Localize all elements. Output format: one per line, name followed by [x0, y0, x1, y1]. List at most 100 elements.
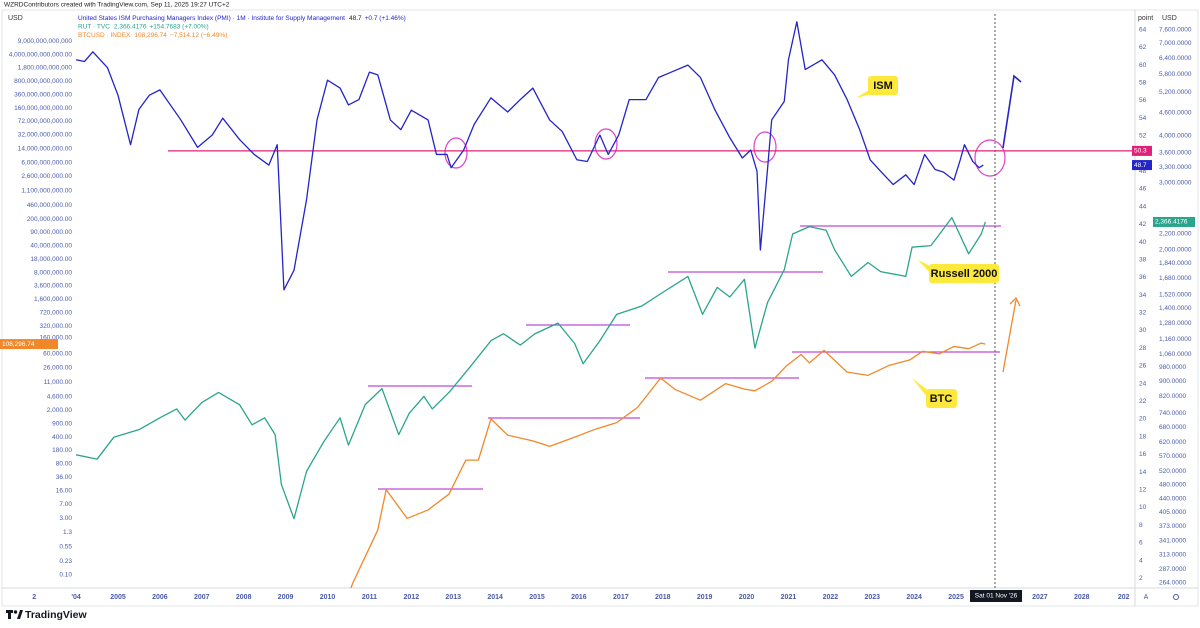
x-tick-label: 2020	[739, 594, 755, 601]
legend-entry: United States ISM Purchasing Managers In…	[78, 15, 406, 22]
y3-tick-label: 3,300.0000	[1159, 164, 1192, 171]
y-tick-label: 0.10	[59, 572, 72, 579]
y2-tick-label: 46	[1139, 186, 1147, 193]
x-tick-label: 2018	[655, 594, 671, 601]
x-tick-label: 2005	[110, 594, 126, 601]
y-tick-label: 200,000,000.00	[27, 216, 73, 223]
x-tick-label: 2007	[194, 594, 210, 601]
y2-tick-label: 44	[1139, 203, 1147, 210]
y-tick-label: 180.00	[52, 447, 72, 454]
brand-name: TradingView	[25, 609, 87, 621]
y3-tick-label: 480.0000	[1159, 481, 1186, 488]
series-line	[350, 342, 986, 588]
y3-tick-label: 620.0000	[1159, 439, 1186, 446]
frame	[1, 9, 1199, 607]
y3-tick-label: 1,400.0000	[1159, 305, 1192, 312]
y-tick-label: 6,000,000,000.00	[21, 159, 72, 166]
y3-tick-label: 4,000.0000	[1159, 132, 1192, 139]
y3-tick-label: 900.0000	[1159, 378, 1186, 385]
y-tick-label: 1,600,000.00	[34, 296, 72, 303]
y2-tick-label: 34	[1139, 292, 1147, 299]
y2-tick-label: 12	[1139, 487, 1147, 494]
y2-tick-label: 4	[1139, 557, 1143, 564]
y3-tick-label: 740.0000	[1159, 410, 1186, 417]
left-axis-title: USD	[8, 15, 23, 22]
annotation-label: Russell 2000	[931, 268, 998, 280]
y3-tick-label: 440.0000	[1159, 496, 1186, 503]
series-line	[75, 216, 987, 520]
y3-tick-label: 2,000.0000	[1159, 246, 1192, 253]
y2-tick-label: 38	[1139, 256, 1147, 263]
y2-tick-label: 8	[1139, 522, 1143, 529]
x-tick-label: 2	[32, 594, 36, 601]
y2-tick-label: 48	[1139, 168, 1147, 175]
y2-tick-label: 58	[1139, 80, 1147, 87]
series-line	[75, 21, 984, 291]
y-tick-label: 80.00	[56, 461, 73, 468]
y2-tick-label: 10	[1139, 504, 1147, 511]
annotation-label: BTC	[930, 393, 953, 405]
x-tick-label: 2021	[781, 594, 797, 601]
x-tick-label: 2013	[445, 594, 461, 601]
y2-tick-label: 28	[1139, 345, 1147, 352]
legend-change: −7,514.12 (−6.49%)	[170, 32, 227, 39]
y-tick-label: 8,000,000.00	[34, 269, 72, 276]
x-tick-label: 2019	[697, 594, 713, 601]
x-tick-label: 2006	[152, 594, 168, 601]
x-tick-label: 2025	[948, 594, 964, 601]
crosshair-date-box	[970, 590, 1022, 602]
reference-price-label-box	[1132, 145, 1152, 156]
highlight-circle	[444, 137, 468, 169]
y-tick-label: 800,000,000,000.00	[14, 78, 72, 85]
plot-area	[75, 12, 1135, 588]
y3-tick-label: 5,200.0000	[1159, 89, 1192, 96]
y-tick-label: 2,000.00	[47, 407, 73, 414]
y2-tick-label: 20	[1139, 416, 1147, 423]
y-tick-label: 90,000,000.00	[30, 229, 72, 236]
y-tick-label: 160,000.00	[39, 334, 72, 341]
y2-tick-label: 16	[1139, 451, 1147, 458]
y2-tick-label: 14	[1139, 469, 1147, 476]
x-tick-label: 2024	[906, 594, 922, 601]
y3-tick-label: 1,280.0000	[1159, 320, 1192, 327]
x-tick-label: 2009	[278, 594, 294, 601]
x-tick-label: '04	[71, 594, 81, 601]
legend-name: United States ISM Purchasing Managers In…	[78, 15, 345, 22]
x-tick-label: 2015	[529, 594, 545, 601]
y2-tick-label: 62	[1139, 44, 1147, 51]
y-tick-label: 3,600,000.00	[34, 283, 72, 290]
y-tick-label: 1,800,000,000,000	[18, 65, 73, 72]
y-tick-label: 460,000,000.00	[27, 202, 73, 209]
y2-tick-label: 24	[1139, 380, 1147, 387]
legend-name: BTCUSD · INDEX	[78, 32, 131, 39]
y2-tick-label: 18	[1139, 433, 1147, 440]
y-tick-label: 4,600.00	[47, 393, 73, 400]
last-price-label: 2,366.4176	[1155, 219, 1188, 226]
auto-scale-button[interactable]: A	[1144, 594, 1149, 601]
y-tick-label: 720,000.00	[39, 309, 72, 316]
y3-tick-label: 7,000.0000	[1159, 40, 1192, 47]
highlight-circle	[974, 139, 1006, 177]
legend-entry: BTCUSD · INDEX 108,296.74 −7,514.12 (−6.49…	[78, 32, 227, 39]
legend-value: 2,366.4176	[114, 23, 147, 30]
highlight-circle	[753, 131, 777, 163]
callout-box	[868, 76, 898, 95]
crosshair-date: Sat 01 Nov '26	[975, 593, 1018, 600]
legend-value: 108,296.74	[134, 32, 167, 39]
x-tick-label: 2008	[236, 594, 252, 601]
y3-tick-label: 264.0000	[1159, 580, 1186, 587]
reference-price-label: 50.3	[1134, 148, 1147, 155]
y2-tick-label: 30	[1139, 327, 1147, 334]
x-tick-label: 2010	[320, 594, 336, 601]
y3-tick-label: 1,680.0000	[1159, 275, 1192, 282]
callout-tail	[912, 378, 930, 398]
callout-box	[929, 264, 999, 283]
settings-icon[interactable]	[1173, 594, 1179, 600]
y3-tick-label: 1,160.0000	[1159, 336, 1192, 343]
y-tick-label: 40,000,000.00	[30, 243, 72, 250]
logo-part	[8, 610, 11, 619]
annotation: BTC	[912, 378, 957, 408]
y-tick-label: 160,000,000,000.00	[14, 105, 72, 112]
right-axis-title: point	[1138, 15, 1153, 22]
